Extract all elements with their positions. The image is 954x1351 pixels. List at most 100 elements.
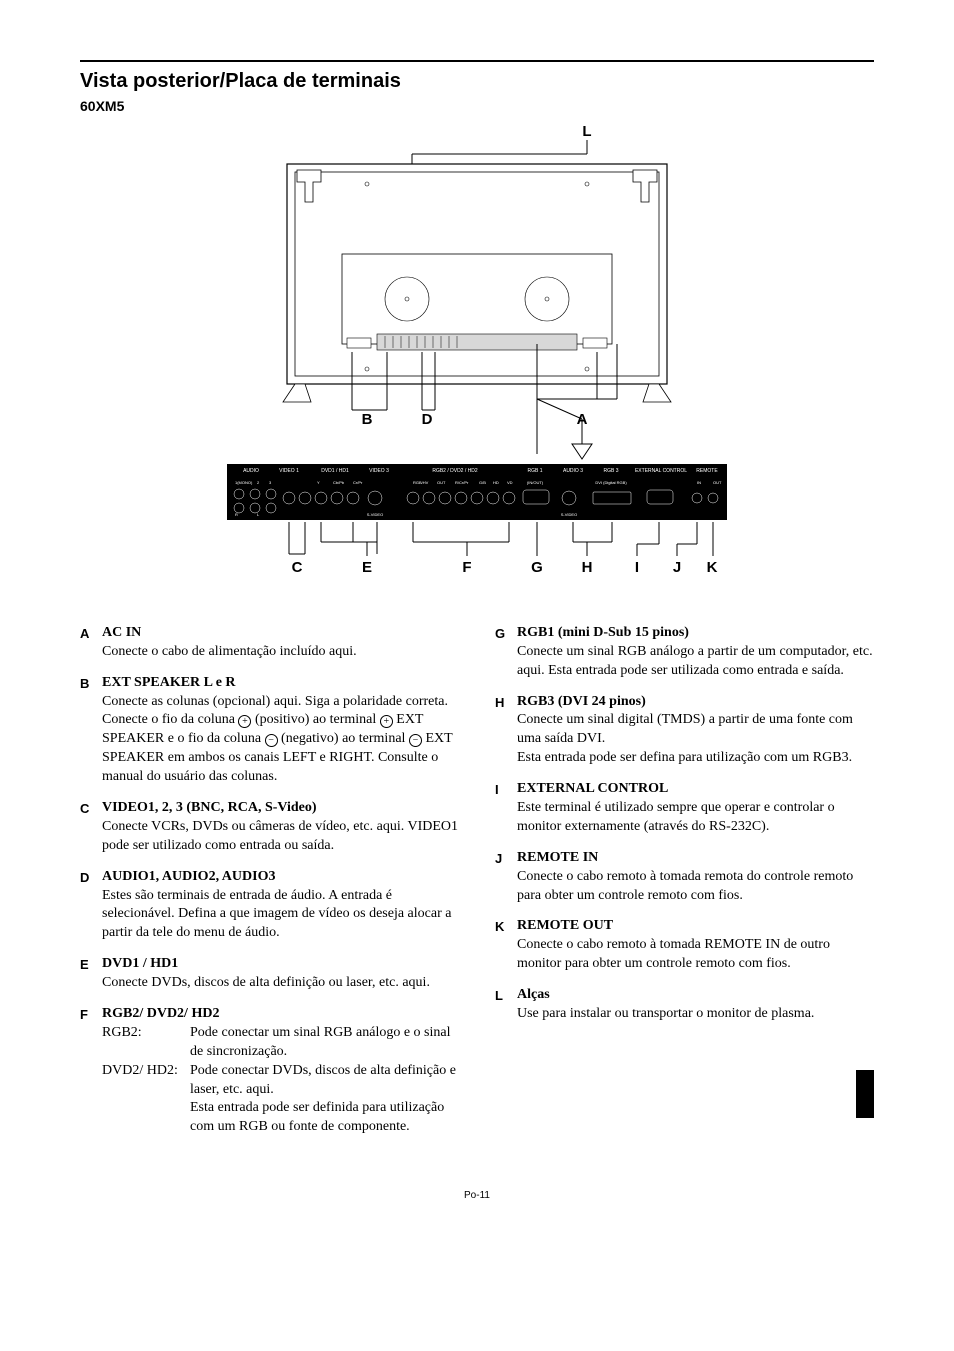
- sub-label: RGB2:: [102, 1024, 190, 1062]
- svg-text:J: J: [673, 559, 681, 576]
- item-title: DVD1 / HD1: [102, 955, 459, 974]
- item-title: EXTERNAL CONTROL: [517, 780, 874, 799]
- sub-text: Pode conectar DVDs, discos de alta defin…: [190, 1062, 459, 1138]
- definition-item-e: EDVD1 / HD1Conecte DVDs, discos de alta …: [80, 955, 459, 993]
- svg-text:RGB 3: RGB 3: [603, 468, 618, 474]
- item-body: EXT SPEAKER L e RConecte as colunas (opc…: [102, 674, 459, 787]
- item-title: RGB3 (DVI 24 pinos): [517, 693, 874, 712]
- svg-text:Cb/Pb: Cb/Pb: [333, 480, 345, 485]
- svg-text:D: D: [422, 411, 433, 428]
- item-letter: B: [80, 674, 102, 787]
- top-rule: [80, 60, 874, 62]
- left-column: AAC INConecte o cabo de alimentação incl…: [80, 624, 459, 1149]
- item-body: REMOTE OUTConecte o cabo remoto à tomada…: [517, 917, 874, 974]
- item-body: AC INConecte o cabo de alimentação inclu…: [102, 624, 459, 662]
- definition-item-i: IEXTERNAL CONTROLEste terminal é utiliza…: [495, 780, 874, 837]
- svg-text:R/Cr/Pr: R/Cr/Pr: [455, 480, 469, 485]
- svg-text:RGB2 / DVD2 / HD2: RGB2 / DVD2 / HD2: [432, 468, 478, 474]
- svg-text:1(MONO): 1(MONO): [235, 480, 253, 485]
- item-title: RGB2/ DVD2/ HD2: [102, 1005, 459, 1024]
- item-description: Conecte DVDs, discos de alta definição o…: [102, 974, 459, 993]
- item-description: Use para instalar ou transportar o monit…: [517, 1005, 874, 1024]
- item-body: AUDIO1, AUDIO2, AUDIO3Estes são terminai…: [102, 868, 459, 944]
- item-letter: K: [495, 917, 517, 974]
- item-title: RGB1 (mini D-Sub 15 pinos): [517, 624, 874, 643]
- item-body: VIDEO1, 2, 3 (BNC, RCA, S-Video)Conecte …: [102, 799, 459, 856]
- svg-text:DVI (Digital RGB): DVI (Digital RGB): [595, 480, 627, 485]
- svg-text:OUT: OUT: [713, 480, 722, 485]
- svg-text:S-VIDEO: S-VIDEO: [367, 512, 383, 517]
- item-title: EXT SPEAKER L e R: [102, 674, 459, 693]
- svg-text:C: C: [292, 559, 303, 576]
- diagram-container: L: [80, 124, 874, 584]
- item-letter: J: [495, 849, 517, 906]
- item-letter: A: [80, 624, 102, 662]
- item-body: DVD1 / HD1Conecte DVDs, discos de alta d…: [102, 955, 459, 993]
- item-title: VIDEO1, 2, 3 (BNC, RCA, S-Video): [102, 799, 459, 818]
- definition-item-k: KREMOTE OUTConecte o cabo remoto à tomad…: [495, 917, 874, 974]
- item-body: RGB3 (DVI 24 pinos)Conecte um sinal digi…: [517, 693, 874, 769]
- svg-text:(IN/OUT): (IN/OUT): [527, 480, 544, 485]
- svg-text:OUT: OUT: [437, 480, 446, 485]
- page: Vista posterior/Placa de terminais 60XM5…: [80, 60, 874, 1203]
- definition-item-h: HRGB3 (DVI 24 pinos)Conecte um sinal dig…: [495, 693, 874, 769]
- definition-item-b: BEXT SPEAKER L e RConecte as colunas (op…: [80, 674, 459, 787]
- item-letter: F: [80, 1005, 102, 1137]
- item-body: REMOTE INConecte o cabo remoto à tomada …: [517, 849, 874, 906]
- item-body: AlçasUse para instalar ou transportar o …: [517, 986, 874, 1024]
- item-body: EXTERNAL CONTROLEste terminal é utilizad…: [517, 780, 874, 837]
- svg-text:AUDIO 3: AUDIO 3: [563, 468, 583, 474]
- item-title: AUDIO1, AUDIO2, AUDIO3: [102, 868, 459, 887]
- section-title: Vista posterior/Placa de terminais: [80, 68, 874, 95]
- svg-text:Cr/Pr: Cr/Pr: [353, 480, 363, 485]
- definition-item-a: AAC INConecte o cabo de alimentação incl…: [80, 624, 459, 662]
- definition-item-g: GRGB1 (mini D-Sub 15 pinos)Conecte um si…: [495, 624, 874, 681]
- item-letter: L: [495, 986, 517, 1024]
- item-description: Conecte o cabo remoto à tomada REMOTE IN…: [517, 936, 874, 974]
- page-side-tab: [856, 1070, 874, 1118]
- svg-text:RGB/HV: RGB/HV: [413, 480, 429, 485]
- svg-text:F: F: [462, 559, 471, 576]
- item-title: REMOTE OUT: [517, 917, 874, 936]
- definition-item-j: JREMOTE INConecte o cabo remoto à tomada…: [495, 849, 874, 906]
- item-title: AC IN: [102, 624, 459, 643]
- svg-text:REMOTE: REMOTE: [696, 468, 718, 474]
- item-sub-row: DVD2/ HD2:Pode conectar DVDs, discos de …: [102, 1062, 459, 1138]
- item-sub-row: RGB2:Pode conectar um sinal RGB análogo …: [102, 1024, 459, 1062]
- svg-text:HD: HD: [493, 480, 499, 485]
- svg-text:IN: IN: [697, 480, 701, 485]
- item-letter: D: [80, 868, 102, 944]
- item-body: RGB2/ DVD2/ HD2RGB2:Pode conectar um sin…: [102, 1005, 459, 1137]
- svg-text:VIDEO 3: VIDEO 3: [369, 468, 389, 474]
- item-description: Conecte o cabo de alimentação incluído a…: [102, 643, 459, 662]
- definition-item-l: LAlçasUse para instalar ou transportar o…: [495, 986, 874, 1024]
- item-description: Este terminal é utilizado sempre que ope…: [517, 799, 874, 837]
- svg-text:RGB 1: RGB 1: [527, 468, 542, 474]
- svg-text:DVD1 / HD1: DVD1 / HD1: [321, 468, 349, 474]
- svg-text:E: E: [362, 559, 372, 576]
- item-letter: C: [80, 799, 102, 856]
- item-description: Conecte um sinal digital (TMDS) a partir…: [517, 711, 874, 768]
- svg-text:VD: VD: [507, 480, 513, 485]
- sub-text: Pode conectar um sinal RGB análogo e o s…: [190, 1024, 459, 1062]
- sub-label: DVD2/ HD2:: [102, 1062, 190, 1138]
- item-body: RGB1 (mini D-Sub 15 pinos)Conecte um sin…: [517, 624, 874, 681]
- item-description: Estes são terminais de entrada de áudio.…: [102, 887, 459, 944]
- item-letter: H: [495, 693, 517, 769]
- svg-text:AUDIO: AUDIO: [243, 468, 259, 474]
- model-number: 60XM5: [80, 97, 874, 116]
- definition-item-c: CVIDEO1, 2, 3 (BNC, RCA, S-Video)Conecte…: [80, 799, 459, 856]
- item-description: Conecte as colunas (opcional) aqui. Siga…: [102, 693, 459, 787]
- svg-text:VIDEO 1: VIDEO 1: [279, 468, 299, 474]
- svg-text:K: K: [707, 559, 718, 576]
- svg-text:G: G: [531, 559, 543, 576]
- item-description: Conecte o cabo remoto à tomada remota do…: [517, 868, 874, 906]
- svg-text:I: I: [635, 559, 639, 576]
- svg-text:EXTERNAL CONTROL: EXTERNAL CONTROL: [635, 468, 687, 474]
- rear-panel-diagram: L: [217, 124, 737, 584]
- svg-text:L: L: [582, 124, 591, 140]
- svg-text:B: B: [362, 411, 373, 428]
- item-letter: G: [495, 624, 517, 681]
- svg-text:Y: Y: [317, 480, 320, 485]
- svg-text:S-VIDEO: S-VIDEO: [561, 512, 577, 517]
